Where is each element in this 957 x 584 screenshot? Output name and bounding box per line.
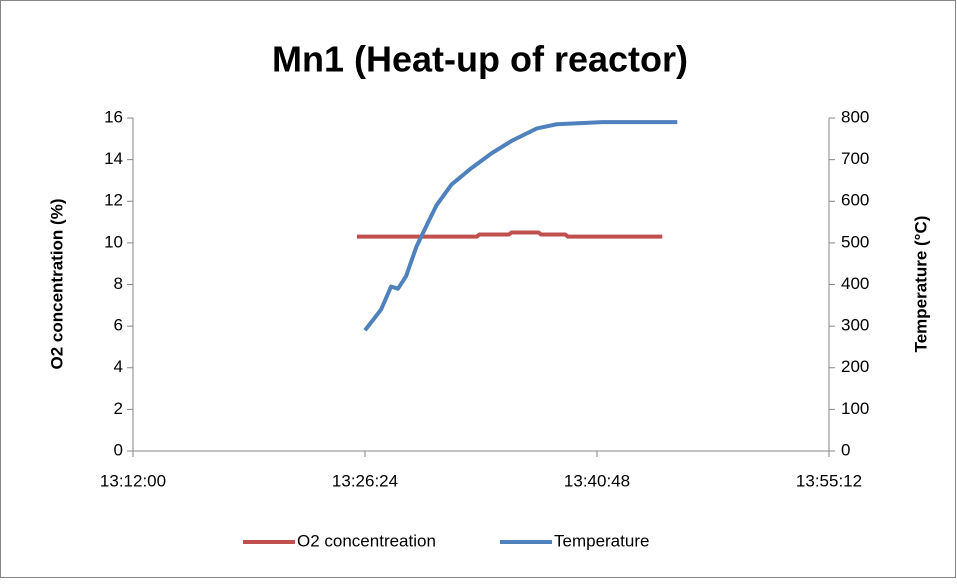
x-tick-label: 13:40:48 — [564, 471, 630, 490]
y-tick-label: 12 — [104, 191, 123, 210]
y-tick-label: 0 — [114, 440, 123, 459]
y-tick-label: 8 — [114, 274, 123, 293]
y2-tick-label: 300 — [841, 316, 869, 335]
y-tick-label: 14 — [104, 149, 123, 168]
y2-tick-label: 200 — [841, 357, 869, 376]
y-tick-label: 6 — [114, 316, 123, 335]
x-tick-label: 13:55:12 — [796, 471, 862, 490]
y-tick-label: 4 — [114, 357, 123, 376]
y-tick-label: 10 — [104, 232, 123, 251]
y2-tick-label: 800 — [841, 107, 869, 126]
y2-axis-label: Temperature (°C) — [911, 216, 930, 353]
y-tick-label: 16 — [104, 107, 123, 126]
x-tick-label: 13:26:24 — [332, 471, 398, 490]
legend-label: O2 concentreation — [297, 531, 436, 550]
y2-tick-label: 100 — [841, 399, 869, 418]
y2-tick-label: 0 — [841, 440, 850, 459]
y-axis-label: O2 concentration (%) — [47, 199, 66, 370]
line-series — [363, 120, 678, 332]
chart-title: Mn1 (Heat-up of reactor) — [272, 39, 688, 80]
y-tick-label: 2 — [114, 399, 123, 418]
x-tick-label: 13:12:00 — [100, 471, 166, 490]
line-series — [356, 230, 663, 239]
y2-tick-label: 400 — [841, 274, 869, 293]
y2-tick-label: 700 — [841, 149, 869, 168]
y2-tick-label: 600 — [841, 191, 869, 210]
y2-tick-label: 500 — [841, 232, 869, 251]
legend-label: Temperature — [554, 531, 649, 550]
